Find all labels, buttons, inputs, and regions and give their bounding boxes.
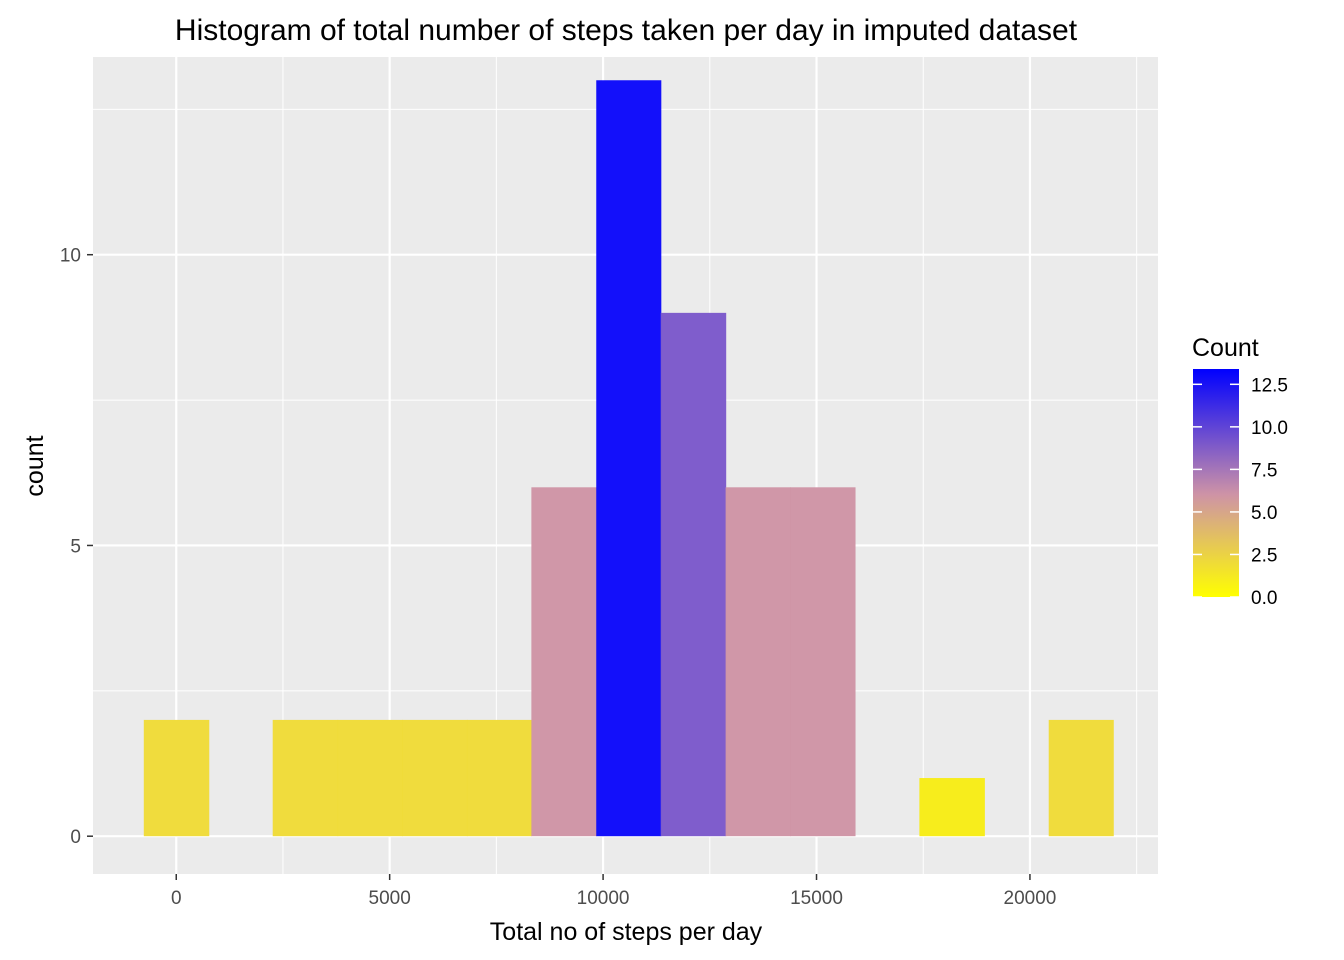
x-axis-title: Total no of steps per day [490,918,763,946]
legend-tick-label: 7.5 [1251,460,1277,481]
histogram-bar [143,719,210,837]
color-legend: Count 0.0 2.5 5.0 7.5 10.0 12.5 [1192,334,1288,609]
histogram-bars [143,80,1114,837]
x-tick-label: 10000 [577,888,630,909]
histogram-bar [790,487,856,837]
histogram-bar [1048,719,1114,837]
histogram-bar [337,719,403,837]
x-axis-ticks: 0 5000 10000 15000 20000 [171,874,1056,909]
legend-tick-label: 2.5 [1251,545,1277,566]
histogram-bar [272,719,339,837]
y-tick-label: 0 [70,827,81,848]
x-tick-label: 15000 [790,888,843,909]
y-axis-title: count [21,435,49,496]
y-axis-ticks: 0 5 10 [60,246,93,848]
legend-tick-label: 5.0 [1251,503,1277,524]
y-tick-label: 5 [70,536,81,557]
histogram-bar [596,80,662,837]
legend-tick-label: 10.0 [1251,418,1288,439]
x-tick-label: 20000 [1004,888,1057,909]
histogram-bar [402,719,468,837]
histogram-bar [725,487,791,837]
legend-tick-label: 12.5 [1251,375,1288,396]
histogram-bar [660,312,727,837]
legend-ticks: 0.0 2.5 5.0 7.5 10.0 12.5 [1193,375,1288,609]
chart-title: Histogram of total number of steps taken… [175,14,1078,47]
legend-title: Count [1192,334,1259,362]
y-tick-label: 10 [60,246,81,267]
histogram-bar [466,719,532,837]
x-tick-label: 5000 [369,888,411,909]
x-tick-label: 0 [171,888,182,909]
legend-colorbar [1193,369,1239,597]
histogram-bar [531,487,597,837]
histogram-bar [919,778,985,837]
legend-tick-label: 0.0 [1251,588,1277,609]
